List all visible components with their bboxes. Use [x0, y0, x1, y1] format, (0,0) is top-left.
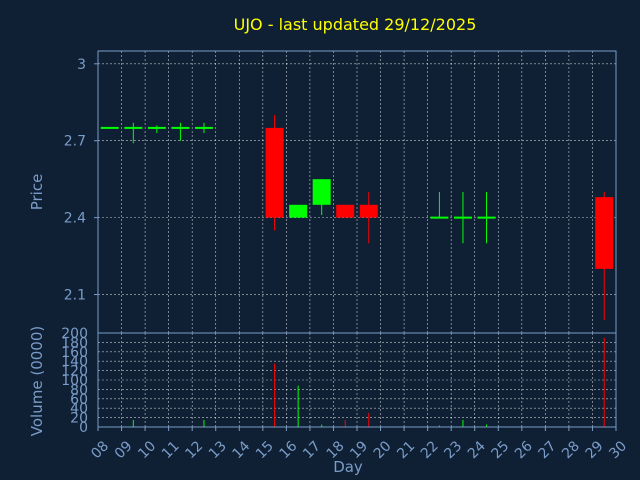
volume-tick-label: 200 [61, 326, 88, 342]
volume-tick-label: 180 [61, 335, 88, 351]
candle-body [124, 126, 143, 129]
candle-body [453, 216, 472, 219]
candle-body [171, 126, 190, 129]
candlestick-series [100, 115, 614, 321]
candle [147, 125, 166, 134]
volume-tick-label: 60 [70, 392, 88, 408]
candle [100, 126, 119, 129]
candle [312, 179, 331, 216]
candle [595, 192, 614, 321]
candle [171, 122, 190, 141]
candle [289, 204, 308, 218]
candle [265, 115, 284, 231]
candle-body [194, 126, 213, 129]
price-tick-label: 3 [77, 57, 86, 73]
candle [359, 192, 378, 244]
volume-tick-label: 0 [79, 420, 88, 436]
price-tick-label: 2.7 [64, 134, 86, 150]
volume-tick-label: 100 [61, 373, 88, 389]
chart-title: UJO - last updated 29/12/2025 [234, 15, 477, 34]
candle-body [477, 216, 496, 219]
candle-body [147, 126, 166, 129]
candle-body [289, 204, 308, 218]
candle [453, 192, 472, 244]
volume-tick-label: 40 [70, 401, 88, 417]
candle [336, 204, 355, 218]
price-tick-label: 2.1 [64, 288, 86, 304]
candle [477, 192, 496, 244]
candle-body [595, 197, 614, 269]
price-tick-label: 2.4 [64, 211, 86, 227]
candle-body [312, 179, 331, 205]
candle-body [100, 126, 119, 129]
day-axis-label: Day [333, 458, 363, 476]
price-grid [97, 51, 617, 333]
price-axis-label: Price [28, 174, 46, 211]
candle-body [359, 204, 378, 218]
volume-tick-label: 160 [61, 345, 88, 361]
candle [430, 192, 449, 219]
candle-body [430, 216, 449, 219]
volume-tick-label: 80 [70, 382, 88, 398]
candle [194, 122, 213, 134]
volume-tick-label: 120 [61, 364, 88, 380]
candle-body [336, 204, 355, 218]
candle-body [265, 127, 284, 218]
volume-series [132, 337, 605, 427]
volume-tick-label: 140 [61, 354, 88, 370]
volume-axis-label: Volume (0000) [28, 326, 46, 436]
volume-tick-label: 20 [70, 411, 88, 427]
candle [124, 122, 143, 144]
